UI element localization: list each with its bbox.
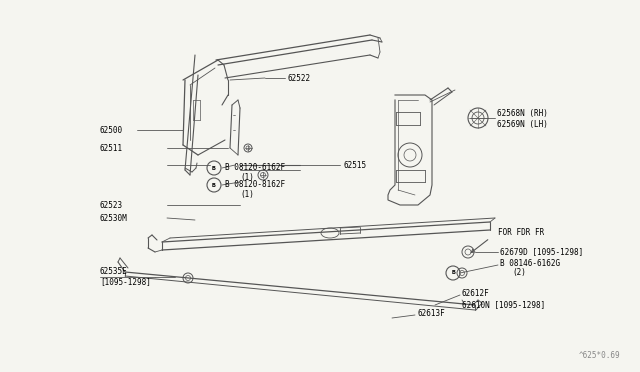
Text: FOR FDR FR: FOR FDR FR [498, 228, 544, 237]
Text: 62523: 62523 [100, 201, 123, 209]
Text: 62610N [1095-1298]: 62610N [1095-1298] [462, 301, 545, 310]
Text: 62569N (LH): 62569N (LH) [497, 119, 548, 128]
Text: 62530M: 62530M [100, 214, 128, 222]
Text: B 08120-8162F: B 08120-8162F [225, 180, 285, 189]
Text: 62568N (RH): 62568N (RH) [497, 109, 548, 118]
Text: 62535E: 62535E [100, 266, 128, 276]
Text: 62522: 62522 [287, 74, 310, 83]
Text: (1): (1) [240, 189, 254, 199]
Text: B 08120-6162F: B 08120-6162F [225, 163, 285, 171]
Text: B 08146-6162G: B 08146-6162G [500, 259, 560, 267]
Text: B: B [212, 166, 216, 170]
Text: 62679D [1095-1298]: 62679D [1095-1298] [500, 247, 583, 257]
Text: B: B [451, 270, 455, 276]
Text: 62612F: 62612F [462, 289, 490, 298]
Text: 62511: 62511 [100, 144, 123, 153]
Text: 62515: 62515 [343, 160, 366, 170]
Text: B: B [212, 183, 216, 187]
Text: (1): (1) [240, 173, 254, 182]
Text: 62613F: 62613F [417, 308, 445, 317]
Text: 62500: 62500 [100, 125, 123, 135]
Text: [1095-1298]: [1095-1298] [100, 278, 151, 286]
Text: ^625*0.69: ^625*0.69 [579, 351, 620, 360]
Text: (2): (2) [512, 269, 526, 278]
